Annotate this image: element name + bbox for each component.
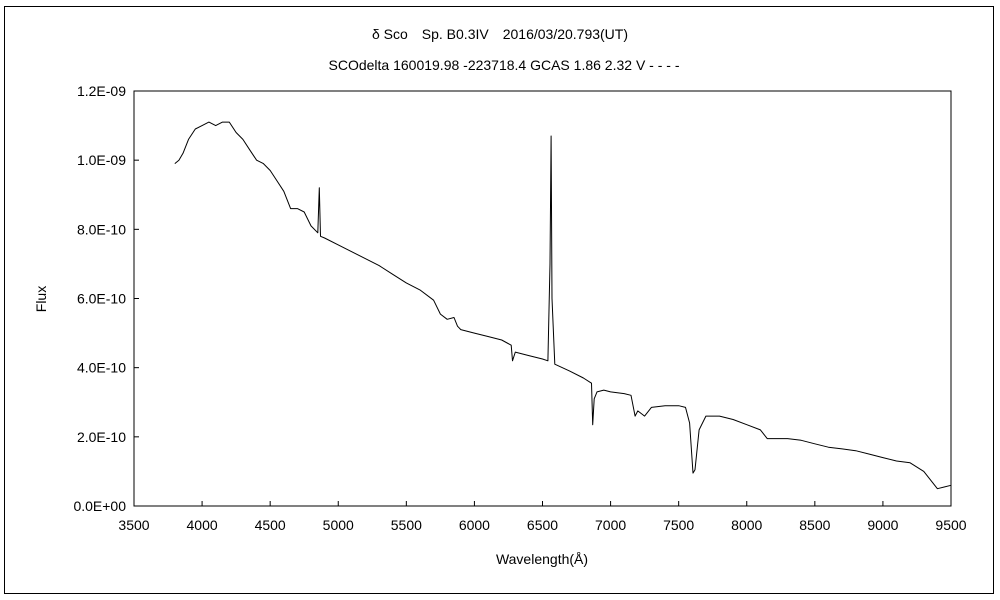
x-tick-label: 7500 xyxy=(663,517,694,533)
y-tick-label: 0.0E+00 xyxy=(73,498,126,514)
y-tick-label: 8.0E-10 xyxy=(77,221,126,237)
x-axis: 3500 4000 4500 5000 5500 6000 6500 7000 7500 8000… xyxy=(118,501,967,533)
y-tick-label: 2.0E-10 xyxy=(77,429,126,445)
y-tick-label: 1.2E-09 xyxy=(77,83,126,99)
x-tick-label: 8000 xyxy=(731,517,762,533)
y-tick-label: 6.0E-10 xyxy=(77,291,126,307)
x-tick-label: 9500 xyxy=(935,517,966,533)
series-layer xyxy=(174,121,952,490)
x-tick-label: 4000 xyxy=(187,517,218,533)
x-tick-label: 5000 xyxy=(323,517,354,533)
plot-area xyxy=(133,90,952,507)
y-tick-label: 4.0E-10 xyxy=(77,360,126,376)
x-tick-label: 5500 xyxy=(391,517,422,533)
x-tick-label: 9000 xyxy=(867,517,898,533)
x-tick-label: 3500 xyxy=(118,517,149,533)
x-tick-label: 6500 xyxy=(527,517,558,533)
y-tick-label: 1.0E-09 xyxy=(77,152,126,168)
x-tick-label: 7000 xyxy=(595,517,626,533)
y-axis: 0.0E+00 2.0E-10 4.0E-10 6.0E-10 8.0E-10 1.0E-… xyxy=(73,83,139,514)
x-axis-label: Wavelength(Å) xyxy=(496,551,588,567)
spectrum-line xyxy=(174,121,952,490)
x-tick-label: 4500 xyxy=(255,517,286,533)
chart-subtitle: SCOdelta 160019.98 -223718.4 GCAS 1.86 2… xyxy=(329,57,680,73)
chart-title: δ Sco Sp. B0.3IV 2016/03/20.793(UT) xyxy=(372,26,628,42)
x-tick-label: 6000 xyxy=(459,517,490,533)
x-tick-label: 8500 xyxy=(799,517,830,533)
y-axis-label: Flux xyxy=(33,286,49,312)
